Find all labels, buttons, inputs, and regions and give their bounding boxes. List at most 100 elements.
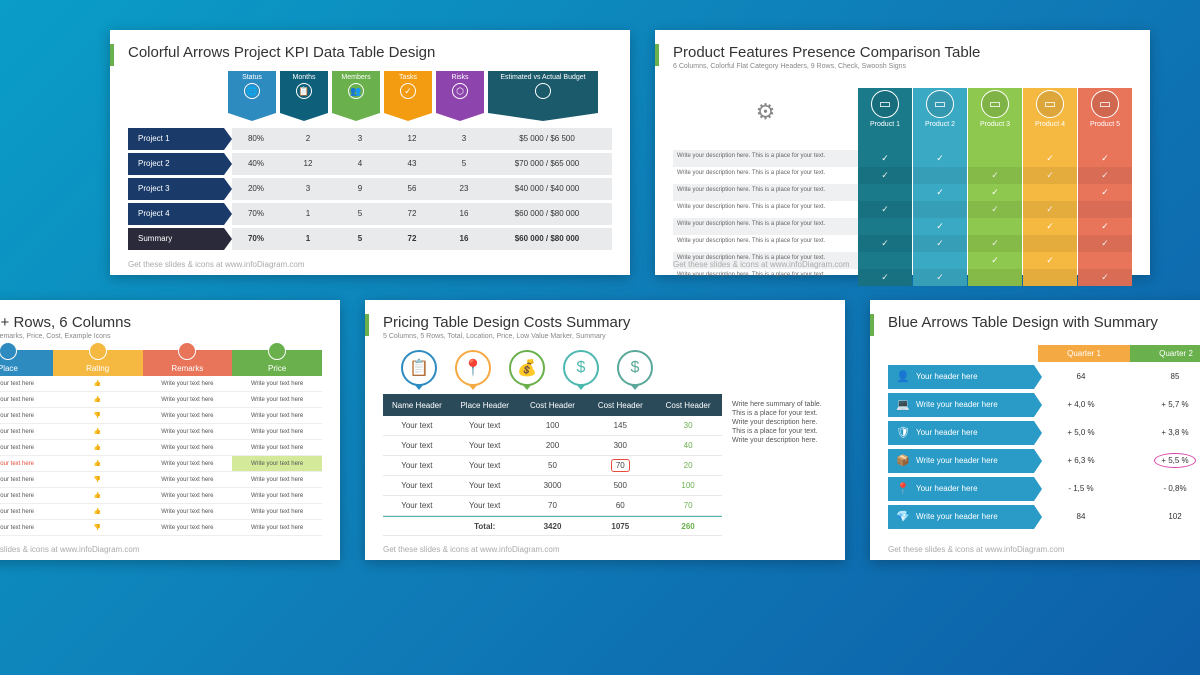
badge-icon: $ <box>563 350 599 386</box>
table-header-cell: Cost Header <box>654 401 722 410</box>
cell: Write your text here <box>232 376 322 392</box>
cell: Write your text here <box>0 456 53 472</box>
cell: 85 <box>1128 372 1200 381</box>
quarter-header: Quarter 1 <box>1038 345 1130 362</box>
cell: 50 <box>519 461 587 470</box>
slide-title: Colorful Arrows Project KPI Data Table D… <box>128 44 612 61</box>
cell: Write your text here <box>0 376 53 392</box>
table-rows: Write your text here👍Write your text her… <box>0 376 322 536</box>
rating-table-slide: gn 10+ Rows, 6 Columns s, Rating, Remark… <box>0 300 340 560</box>
product-column: ▭Product 1✓✓✓✓✓ <box>858 88 912 286</box>
cell: 👎 <box>53 472 143 488</box>
accent-bar <box>655 44 659 66</box>
cell: 3 <box>440 134 488 143</box>
quarter-headers: Quarter 1Quarter 2 <box>1038 345 1200 362</box>
product-header: ▭Product 5 <box>1078 88 1132 150</box>
total-cell: Total: <box>451 522 519 531</box>
cell: Write your text here <box>143 488 233 504</box>
table-header-cell: Cost Header <box>586 401 654 410</box>
check-cell: ✓ <box>1078 235 1132 252</box>
table-row: Write your text here👎Write your text her… <box>0 472 322 488</box>
cell: 👍 <box>53 424 143 440</box>
accent-bar <box>365 314 369 336</box>
cell: Write your text here <box>232 440 322 456</box>
total-cell: 3420 <box>519 522 587 531</box>
cell: Your text <box>451 421 519 430</box>
slide-subtitle: 6 Columns, Colorful Flat Category Header… <box>673 63 1132 70</box>
cell: 70 <box>519 501 587 510</box>
column-header: Months📋 <box>280 71 328 113</box>
product-header: ▭Product 3 <box>968 88 1022 150</box>
comparison-table-slide: Product Features Presence Comparison Tab… <box>655 30 1150 275</box>
check-cell: ✓ <box>858 150 912 167</box>
check-cell: ✓ <box>1023 252 1077 269</box>
table-row: 📍Your header here- 1,5 %- 0,8% <box>888 476 1200 501</box>
table-row: Project 240%124435$70 000 / $65 000 <box>128 152 612 175</box>
cell: - 1,5 % <box>1034 484 1128 493</box>
check-cell: ✓ <box>1078 269 1132 286</box>
cell: $60 000 / $80 000 <box>492 234 602 243</box>
cell: 👍 <box>53 488 143 504</box>
check-cell <box>913 252 967 269</box>
kpi-table-slide: Colorful Arrows Project KPI Data Table D… <box>110 30 630 275</box>
description-row: Write your description here. This is a p… <box>673 184 858 201</box>
row-label: 📦Write your header here <box>888 449 1034 473</box>
cell: Write your text here <box>0 408 53 424</box>
check-cell: ✓ <box>968 235 1022 252</box>
quarter-header: Quarter 2 <box>1130 345 1200 362</box>
product-header: ▭Product 4 <box>1023 88 1077 150</box>
cell: 12 <box>388 134 436 143</box>
cell: 56 <box>388 184 436 193</box>
column-headers: PlaceRatingRemarksPrice <box>0 350 322 376</box>
table-row: 🛡Your header here+ 5,0 %+ 3,8 % <box>888 420 1200 445</box>
check-cell: ✓ <box>1023 167 1077 184</box>
blue-arrows-slide: Blue Arrows Table Design with Summary Qu… <box>870 300 1200 560</box>
summary-text: Write here summary of table. This is a p… <box>732 394 827 536</box>
check-cell: ✓ <box>858 235 912 252</box>
cell: 70% <box>232 234 280 243</box>
check-cell <box>968 269 1022 286</box>
cell: 2 <box>284 134 332 143</box>
row-label: Project 1 <box>128 128 224 150</box>
check-cell: ✓ <box>1078 184 1132 201</box>
description-row: Write your description here. This is a p… <box>673 150 858 167</box>
cell: 64 <box>1034 372 1128 381</box>
cell: Write your text here <box>0 472 53 488</box>
pricing-table: Name HeaderPlace HeaderCost HeaderCost H… <box>383 394 722 536</box>
table-header-cell: Cost Header <box>519 401 587 410</box>
column-header: Status🌐 <box>228 71 276 113</box>
check-cell: ✓ <box>1023 150 1077 167</box>
check-cell: ✓ <box>913 150 967 167</box>
cell: 102 <box>1128 512 1200 521</box>
check-cell: ✓ <box>1078 218 1132 235</box>
check-cell <box>913 201 967 218</box>
cell: Write your text here <box>0 392 53 408</box>
table-row: Write your text here👍Write your text her… <box>0 392 322 408</box>
table-row: Write your text here👍Write your text her… <box>0 376 322 392</box>
slide-title: Blue Arrows Table Design with Summary <box>888 314 1200 331</box>
cell: 70 <box>654 501 722 510</box>
cell: Write your text here <box>143 520 233 536</box>
table-row: Write your text here👎Write your text her… <box>0 408 322 424</box>
accent-bar <box>110 44 114 66</box>
cell: 500 <box>586 481 654 490</box>
cell: Your text <box>451 441 519 450</box>
total-cell: 260 <box>654 522 722 531</box>
table-row: Write your text here👍Write your text her… <box>0 456 322 472</box>
check-cell <box>1078 201 1132 218</box>
table-row: Your textYour text10014530 <box>383 416 722 436</box>
cell: 1 <box>284 209 332 218</box>
cell: 👍 <box>53 440 143 456</box>
footer: Get these slides & icons at www.infoDiag… <box>128 260 305 269</box>
cell: 5 <box>440 159 488 168</box>
check-cell: ✓ <box>913 218 967 235</box>
description-row: Write your description here. This is a p… <box>673 167 858 184</box>
cell: Write your text here <box>0 520 53 536</box>
table-row: Write your text here👍Write your text her… <box>0 488 322 504</box>
cell: + 5,5 % <box>1128 456 1200 465</box>
check-cell: ✓ <box>1023 201 1077 218</box>
cell: + 4,0 % <box>1034 400 1128 409</box>
cell: Write your text here <box>232 408 322 424</box>
total-cell: 1075 <box>586 522 654 531</box>
description-row: Write your description here. This is a p… <box>673 218 858 235</box>
